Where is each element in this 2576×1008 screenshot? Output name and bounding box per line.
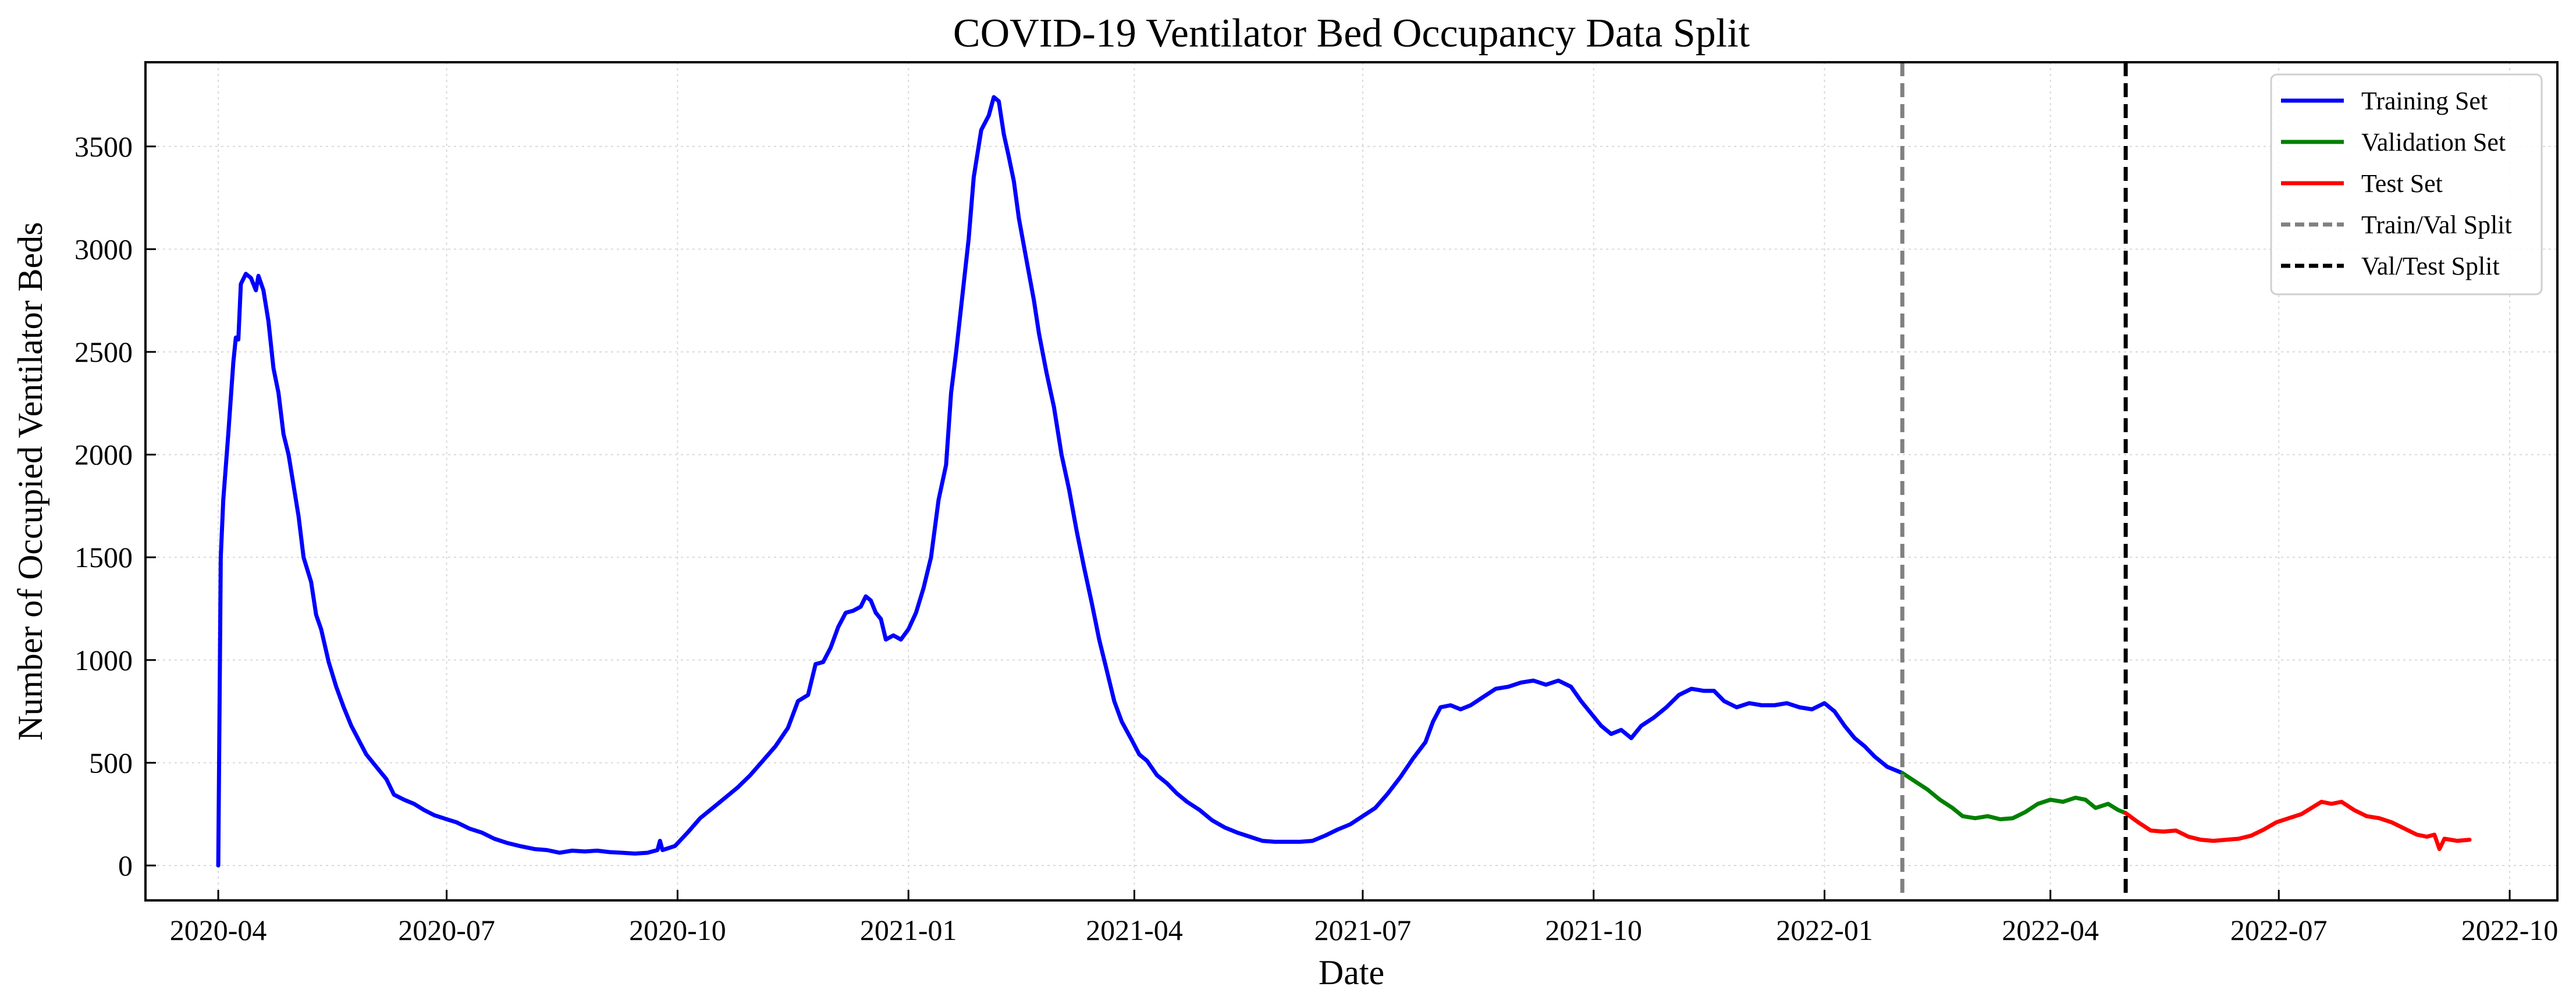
axes-layer: 2020-04 2020-07 2020-10 2021-01 2021-04 2021-… [74,61,2559,946]
y-tick-label: 500 [89,746,133,779]
y-tick-label: 3500 [74,130,133,163]
series-line-training-set [216,95,1905,868]
y-tick-label: 2500 [74,336,133,368]
x-tick-label: 2022-01 [1776,914,1873,946]
x-tick-label: 2022-10 [2461,914,2559,946]
x-tick-label: 2021-04 [1086,914,1183,946]
x-tick-label: 2020-07 [398,914,495,946]
legend-label-validation-set: Validation Set [2361,128,2506,156]
series-line-test-set [2123,800,2472,852]
legend-label-test-set: Test Set [2361,169,2443,198]
x-tick-label: 2021-10 [1545,914,1642,946]
plot-frame [144,61,2559,902]
y-tick-label: 1500 [74,541,133,574]
legend-frame [2270,73,2543,295]
x-tick-label: 2021-01 [860,914,957,946]
legend-label-train-val-split: Train/Val Split [2361,211,2512,239]
x-tick-label: 2020-04 [170,914,267,946]
chart-title: COVID-19 Ventilator Bed Occupancy Data S… [953,11,1750,56]
y-axis-label: Number of Occupied Ventilator Beds [11,222,49,740]
x-tick-label: 2022-04 [2002,914,2099,946]
x-axis-label: Date [1319,953,1384,992]
y-tick-label: 3000 [74,233,133,265]
x-tick-label: 2021-07 [1314,914,1412,946]
legend-label-training-set: Training Set [2361,87,2488,115]
y-tick-label: 2000 [74,439,133,471]
y-tick-label: 1000 [74,644,133,676]
legend: Training Set Validation Set Test Set Train/… [2270,73,2543,295]
legend-label-val-test-split: Val/Test Split [2361,252,2500,280]
y-tick-label: 0 [118,849,133,882]
x-tick-label: 2020-10 [629,914,726,946]
x-tick-label: 2022-07 [2230,914,2328,946]
series-line-validation-set [1900,771,2128,821]
plot-layer [216,62,2472,900]
